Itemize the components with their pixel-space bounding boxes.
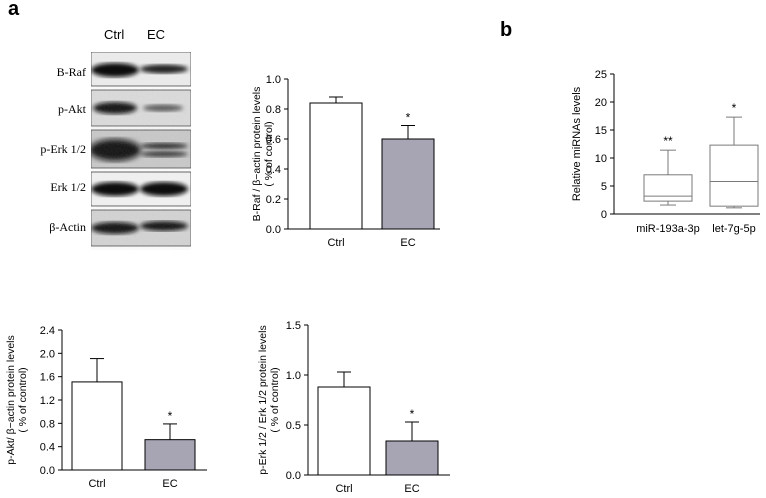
significance-marker: * <box>410 407 415 421</box>
y-axis-label: ( % of control) <box>263 121 275 186</box>
blot-column-ec: EC <box>147 27 166 42</box>
y-tick-label: 0.0 <box>266 224 281 236</box>
y-tick-label: 0.6 <box>266 134 281 146</box>
significance-marker: * <box>168 409 173 423</box>
bar-ec <box>381 138 435 230</box>
y-tick-label: 1.2 <box>40 395 55 407</box>
y-tick-label: 1.6 <box>40 372 55 384</box>
y-tick-label: 2.0 <box>40 348 55 360</box>
bar-ctrl <box>317 386 371 476</box>
chart-braf: 0.0 0.2 0.4 0.6 0.8 1.0 Ctrl * EC B-Raf / β−actin… <box>251 74 440 249</box>
y-axis-label: B-Raf / β−actin protein levels <box>251 87 263 222</box>
y-tick-label: 20 <box>595 97 607 109</box>
y-tick-label: 0.0 <box>286 470 301 482</box>
y-tick-label: 0.8 <box>266 104 281 116</box>
y-tick-label: 1.0 <box>286 370 301 382</box>
chart-mirna: 0 5 10 15 20 25 ** miR-193a-3p * let-7g-5p Relativ… <box>571 69 760 235</box>
box-let-7g-5p <box>709 144 759 207</box>
y-tick-label: 0.4 <box>40 442 55 454</box>
significance-marker: ** <box>663 134 673 148</box>
blot-strip-braf <box>91 52 191 87</box>
y-tick-label: 0.4 <box>266 164 281 176</box>
y-tick-label: 10 <box>595 153 607 165</box>
y-tick-label: 0.2 <box>266 194 281 206</box>
chart-perk: 0.0 0.5 1.0 1.5 Ctrl * EC p-Erk 1/2 / Erk 1/2 p… <box>257 320 450 495</box>
x-tick-label: miR-193a-3p <box>636 223 700 235</box>
blot-lane-label-erk: Erk 1/2 <box>50 180 86 194</box>
significance-marker: * <box>732 101 737 115</box>
blot-lane-label-perk: p-Erk 1/2 <box>40 142 86 156</box>
y-axis-label: p-Akt/ β−actin protein levels <box>5 335 17 464</box>
x-tick-label: EC <box>400 237 415 249</box>
blot-column-ctrl: Ctrl <box>104 27 125 42</box>
x-tick-label: Ctrl <box>335 483 352 495</box>
bar-ec <box>144 439 196 471</box>
significance-marker: * <box>406 111 411 125</box>
y-tick-label: 0 <box>601 209 607 221</box>
y-axis-label: ( % of control) <box>269 367 281 432</box>
y-tick-label: 15 <box>595 125 607 137</box>
x-tick-label: Ctrl <box>327 237 344 249</box>
panel-label-a: a <box>8 0 20 20</box>
y-tick-label: 1.5 <box>286 320 301 332</box>
x-tick-label: let-7g-5p <box>712 223 755 235</box>
blot-strip-actin <box>91 209 191 247</box>
blot-strip-perk <box>91 129 191 169</box>
bar-ctrl <box>309 102 363 230</box>
blot-strip-erk <box>91 171 191 207</box>
x-tick-label: EC <box>404 483 419 495</box>
y-tick-label: 0.5 <box>286 420 301 432</box>
blot-strip-pakt <box>91 89 191 127</box>
y-tick-label: 1.0 <box>266 74 281 86</box>
panel-label-b: b <box>500 19 513 41</box>
blot-lane-label-pakt: p-Akt <box>58 102 86 116</box>
x-tick-label: Ctrl <box>88 478 105 490</box>
y-axis-label: p-Erk 1/2 / Erk 1/2 protein levels <box>257 325 269 474</box>
box-mir-193a-3p <box>643 174 693 202</box>
bar-ec <box>385 440 439 476</box>
y-tick-label: 5 <box>601 181 607 193</box>
y-tick-label: 2.4 <box>40 325 55 337</box>
blot-lane-label-braf: B-Raf <box>56 65 86 79</box>
blot-lane-label-actin: β-Actin <box>49 220 86 234</box>
y-tick-label: 25 <box>595 69 607 81</box>
y-axis-label: ( % of control) <box>17 367 29 432</box>
y-tick-label: 0.8 <box>40 418 55 430</box>
y-tick-label: 0.0 <box>40 465 55 477</box>
western-blot-image <box>91 52 191 247</box>
y-axis-label: Relative miRNAs levels <box>571 86 583 201</box>
chart-pakt: 0.0 0.4 0.8 1.2 1.6 2.0 2.4 Ctrl * EC p-Akt/ β−act… <box>5 325 207 490</box>
x-tick-label: EC <box>162 478 177 490</box>
bar-ctrl <box>71 381 123 471</box>
